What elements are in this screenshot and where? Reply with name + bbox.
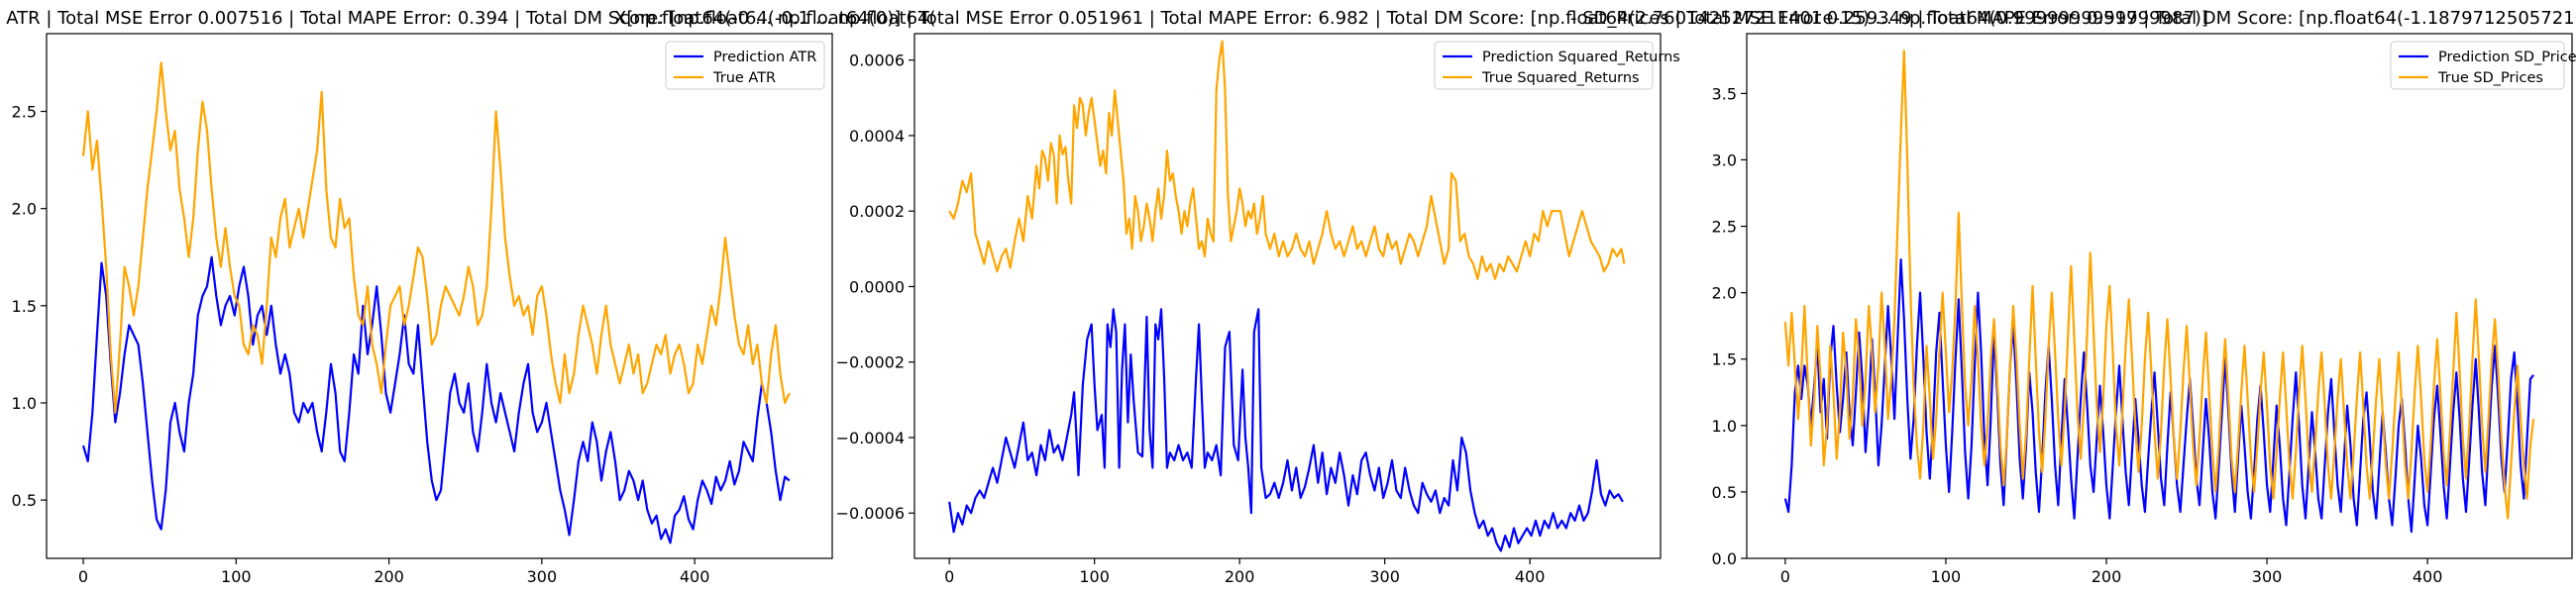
- legend-label: Prediction Squared_Returns: [1482, 50, 1680, 65]
- chart-title-squared-returns: X[np.float64(-0 ... np.float64(0)] | Tot…: [614, 8, 2208, 29]
- x-tick-label: 0: [78, 567, 88, 586]
- y-tick-label: 0.0002: [849, 202, 905, 221]
- y-tick-label: 2.0: [12, 200, 37, 219]
- series-line-true: [948, 40, 1626, 280]
- x-tick-label: 400: [680, 567, 710, 586]
- x-tick-label: 0: [944, 567, 954, 586]
- x-tick-label: 300: [1369, 567, 1400, 586]
- y-tick-label: 1.0: [1712, 417, 1737, 436]
- chart-panel-1: 0 100 200 300 400 −0.0006 −0.0004 −0.0002 0.0000…: [836, 33, 1680, 586]
- x-tick-label: 200: [2092, 567, 2122, 586]
- y-tick-label: −0.0004: [836, 429, 905, 447]
- axes-frame: [46, 33, 833, 559]
- legend-label: True Squared_Returns: [1481, 70, 1640, 86]
- y-tick-label: 0.5: [12, 491, 37, 510]
- y-tick-label: 1.5: [1712, 350, 1737, 369]
- series-line-prediction: [81, 255, 791, 544]
- axes-frame: [1746, 33, 2573, 559]
- y-tick-label: 2.0: [1712, 284, 1737, 303]
- legend-box: [665, 41, 825, 90]
- x-tick-label: 100: [1931, 567, 1962, 586]
- y-tick-label: 1.0: [12, 394, 37, 413]
- x-tick-label: 100: [221, 567, 252, 586]
- chart-title-atr: - ATR | Total MSE Error 0.007516 | Total…: [0, 8, 936, 29]
- y-tick-label: 3.0: [1712, 150, 1737, 169]
- x-tick-label: 200: [374, 567, 404, 586]
- legend-label: True ATR: [712, 70, 776, 86]
- y-tick-label: −0.0006: [836, 504, 905, 523]
- x-tick-label: 400: [2413, 567, 2443, 586]
- y-tick-label: 2.5: [12, 103, 37, 122]
- figure-titles: - ATR | Total MSE Error 0.007516 | Total…: [0, 0, 2576, 40]
- x-tick-label: 0: [1780, 567, 1790, 586]
- series-line-true: [1783, 50, 2535, 520]
- x-tick-label: 400: [1515, 567, 1546, 586]
- chart-panel-2: 0 100 200 300 400 0.0 0.5 1.0 1.5 2.0 2.5 3.0 3.5 Pre…: [1712, 33, 2576, 586]
- legend-box: [1434, 41, 1654, 90]
- y-tick-label: −0.0002: [836, 353, 905, 372]
- series-line-true: [81, 61, 791, 414]
- axes-frame: [913, 33, 1662, 559]
- x-tick-label: 300: [2252, 567, 2283, 586]
- x-tick-label: 200: [1225, 567, 1255, 586]
- y-tick-label: 0.0: [1712, 549, 1737, 568]
- chart-title-sd-prices: - SD_Prices | Total MSE Error 0.259349 |…: [1570, 8, 2576, 29]
- x-tick-label: 100: [1079, 567, 1110, 586]
- legend-label: True SD_Prices: [2437, 70, 2543, 86]
- y-tick-label: 2.5: [1712, 218, 1737, 237]
- plot-area: [914, 34, 1661, 558]
- y-tick-label: 0.0006: [849, 51, 905, 70]
- legend-label: Prediction SD_Prices: [2438, 50, 2576, 65]
- chart-panel-0: 0 100 200 300 400 0.5 1.0 1.5 2.0 2.5 Prediction A…: [12, 33, 833, 586]
- plot-area: [47, 34, 832, 558]
- y-tick-label: 0.0000: [849, 277, 905, 296]
- legend-box: [2390, 41, 2565, 90]
- y-tick-label: 1.5: [12, 297, 37, 316]
- legend-label: Prediction ATR: [713, 50, 816, 65]
- x-tick-label: 300: [527, 567, 558, 586]
- series-line-prediction: [948, 308, 1624, 552]
- y-tick-label: 0.5: [1712, 483, 1737, 502]
- y-tick-label: 3.5: [1712, 84, 1737, 103]
- y-tick-label: 0.0004: [849, 127, 905, 146]
